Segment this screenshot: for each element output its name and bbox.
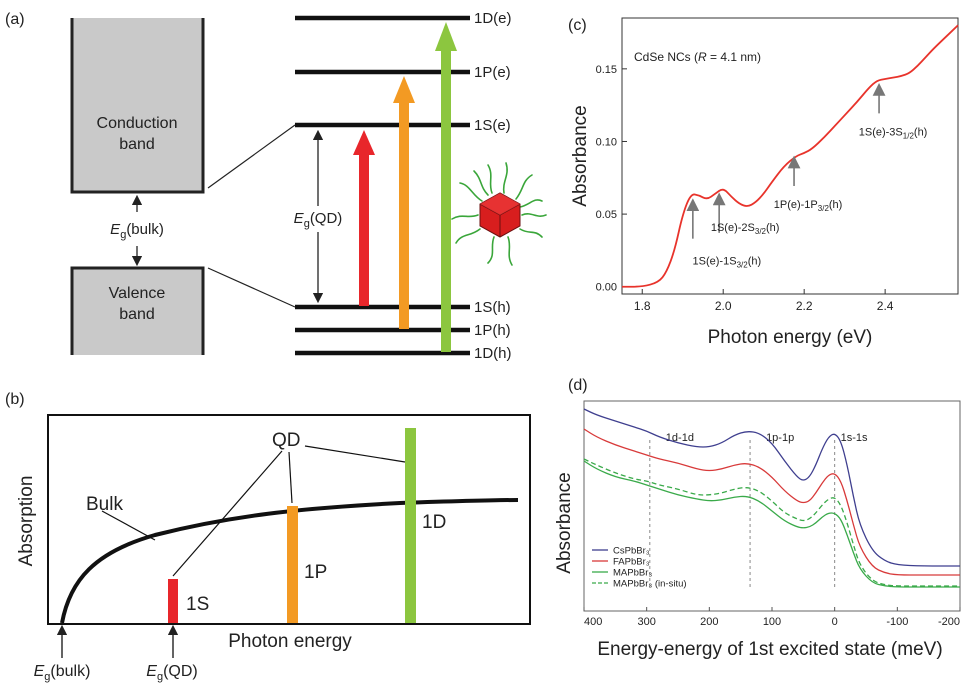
panel-b: (b) Absorption Photon energy Bulk 1S 1P … [5,391,531,683]
bar-label-1p: 1P [304,562,327,583]
x-tick-label: -200 [938,616,960,628]
bulk-absorption-curve [60,498,519,624]
transition-arrow-1d [435,22,457,352]
transition-arrow-1p [393,76,415,329]
panel-c-ticks: 1.8 2.0 2.2 2.4 0.00 0.05 0.10 0.15 [596,64,894,313]
conduction-band-label-1: Conduction [97,115,178,132]
level-label-1p-e: 1P(e) [474,64,511,81]
legend-label: MAPbBr₃ (in-situ) [613,579,687,590]
transition-label: 1S(e)-2S3/2(h) [711,222,780,236]
panel-c-ylabel: Absorbance [570,105,591,206]
bar-1s [168,579,178,623]
panel-d-series [583,408,960,588]
bar-1p [287,506,298,623]
panel-c: (c) CdSe NCs (R = 4.1 nm) 1.8 2.0 2.2 2.4 0.… [568,17,959,348]
panel-c-label: (c) [568,17,587,34]
peak-label: 1s-1s [841,432,868,444]
qd-leader-1p [288,451,293,504]
qd-label: QD [272,430,301,451]
eg-bulk-axis-label: Eg(bulk) [34,663,91,683]
panel-d-ticks: 400 300 200 100 0 -100 -200 [583,607,961,628]
panel-d-peak-lines: 1d-1d 1p-1p 1s-1s [649,432,868,590]
panel-c-xlabel: Photon energy (eV) [708,327,873,348]
x-tick-label: 2.4 [877,299,894,313]
bulk-label-leader [101,510,156,541]
peak-label: 1d-1d [666,432,694,444]
level-label-1d-h: 1D(h) [474,345,512,362]
y-tick-label: 0.15 [596,64,617,76]
bar-label-1s: 1S [186,594,209,615]
connector-upper [207,124,296,189]
level-label-1s-h: 1S(h) [474,299,511,316]
series-curve [583,408,960,567]
bulk-label: Bulk [86,494,123,515]
panel-d-label: (d) [568,377,588,394]
level-label-1s-e: 1S(e) [474,117,511,134]
connector-lower [207,267,296,308]
x-tick-label: 2.0 [715,299,732,313]
panel-d: (d) 1d-1d 1p-1p 1s-1s 400 300 200 100 0 -100 -20… [554,377,961,660]
transition-label: 1P(e)-1P3/2(h) [774,199,843,213]
level-label-1p-h: 1P(h) [474,322,511,339]
transition-arrow-1s [353,130,375,306]
x-tick-label: 300 [637,616,655,628]
valence-band-label-1: Valence [109,285,166,302]
eg-bulk-label: Eg(bulk) [110,221,164,241]
bar-label-1d: 1D [422,512,446,533]
absorbance-curve [621,24,959,288]
panel-b-label: (b) [5,391,25,408]
eg-qd-axis-label: Eg(QD) [146,663,197,683]
y-tick-label: 0.10 [596,136,617,148]
panel-c-inset-title: CdSe NCs (R = 4.1 nm) [634,50,761,64]
series-curve [583,428,960,576]
x-tick-label: 200 [700,616,718,628]
legend-label: FAPbBr₃ [613,557,650,568]
level-label-1d-e: 1D(e) [474,10,512,27]
transition-label: 1S(e)-1S3/2(h) [693,256,762,270]
x-tick-label: 0 [832,616,838,628]
series-curve [583,460,960,588]
series-curve [583,458,960,587]
panel-d-xlabel: Energy-energy of 1st excited state (meV) [597,639,942,660]
panel-c-series [621,24,959,288]
bar-1d [405,428,416,623]
qd-leader-1d [304,445,406,463]
x-tick-label: 400 [584,616,602,628]
qd-leader-1s [172,450,283,577]
nanocrystal-icon [451,162,547,266]
y-tick-label: 0.00 [596,282,617,294]
panel-b-xlabel: Photon energy [228,631,352,652]
eg-qd-label: Eg(QD) [294,210,343,230]
panel-c-frame [621,17,959,295]
panel-a: (a) Conduction band Valence band Eg(bulk… [5,10,547,362]
panel-d-ylabel: Absorbance [554,472,575,573]
valence-band-box [70,266,205,355]
panel-b-ylabel: Absorption [16,476,37,567]
x-tick-label: -100 [886,616,908,628]
y-tick-label: 0.05 [596,209,617,221]
panel-c-annotations: 1S(e)-1S3/2(h) 1S(e)-2S3/2(h) 1P(e)-1P3/2(… [686,82,928,270]
transition-label: 1S(e)-3S1/2(h) [859,126,928,140]
conduction-band-label-2: band [119,136,155,153]
legend-label: MAPbBr₃ [613,568,652,579]
valence-band-label-2: band [119,306,155,323]
x-tick-label: 100 [763,616,781,628]
x-tick-label: 2.2 [796,299,813,313]
panel-b-frame [47,414,531,625]
legend-label: CsPbBr₃ [613,546,650,557]
panel-a-label: (a) [5,11,25,28]
peak-label: 1p-1p [766,432,794,444]
x-tick-label: 1.8 [634,299,651,313]
conduction-band-box [70,18,205,194]
